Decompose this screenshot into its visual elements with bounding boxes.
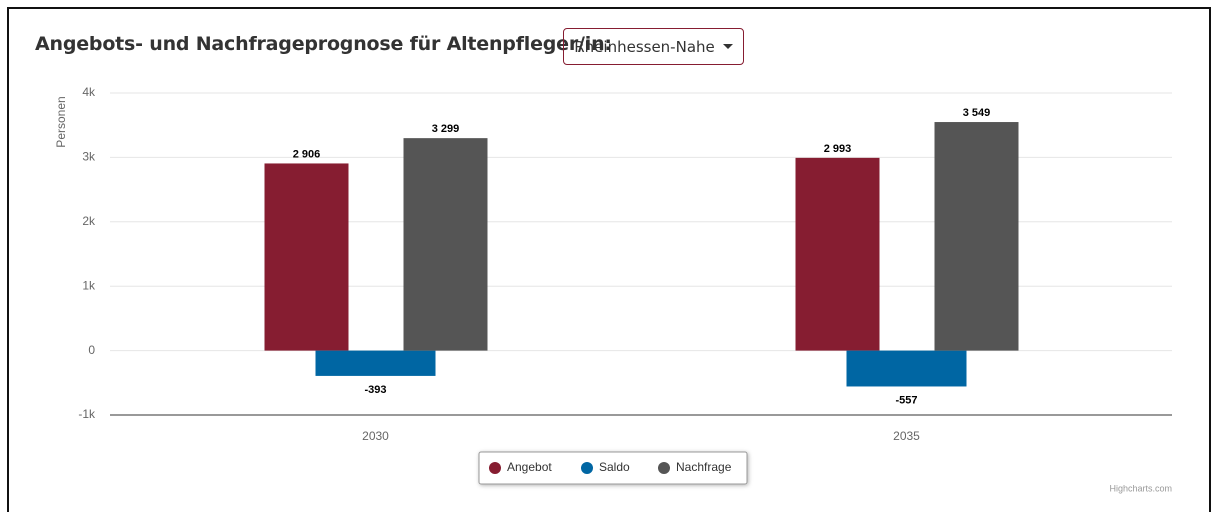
bar xyxy=(846,350,967,387)
legend-swatch xyxy=(489,462,501,474)
data-label: -393 xyxy=(364,384,386,396)
caret xyxy=(722,44,733,49)
data-label: 3 299 xyxy=(432,123,460,135)
region-dropdown[interactable]: Rheinhessen-Nahe xyxy=(563,28,744,65)
bar xyxy=(403,138,488,351)
legend-box xyxy=(478,451,748,485)
page-title: Angebots- und Nachfrageprognose für Alte… xyxy=(35,33,612,55)
y-tick-label: 2k xyxy=(82,214,96,228)
frame xyxy=(7,7,1211,512)
data-label: 2 993 xyxy=(824,143,852,155)
legend-label[interactable]: Angebot xyxy=(507,460,552,474)
y-tick-label: 1k xyxy=(82,278,96,292)
legend-label[interactable]: Nachfrage xyxy=(676,460,732,474)
legend-label[interactable]: Saldo xyxy=(599,460,630,474)
data-label: -557 xyxy=(895,394,917,406)
bar xyxy=(264,163,349,351)
legend-swatch xyxy=(581,462,593,474)
y-tick-label: 3k xyxy=(82,150,96,164)
bar xyxy=(934,122,1019,351)
y-tick-label: 0 xyxy=(88,343,95,357)
x-tick-label: 2030 xyxy=(362,429,389,443)
region-label: Rheinhessen-Nahe xyxy=(574,37,715,56)
y-tick-label: 4k xyxy=(82,85,96,99)
credits: Highcharts.com xyxy=(1109,483,1172,493)
y-axis-title: Personen xyxy=(54,96,68,147)
data-label: 3 549 xyxy=(963,107,991,119)
legend-swatch xyxy=(658,462,670,474)
data-label: 2 906 xyxy=(293,148,321,160)
x-tick-label: 2035 xyxy=(893,429,920,443)
bar xyxy=(795,157,880,351)
bar xyxy=(315,350,436,376)
y-tick-label: -1k xyxy=(78,407,96,421)
